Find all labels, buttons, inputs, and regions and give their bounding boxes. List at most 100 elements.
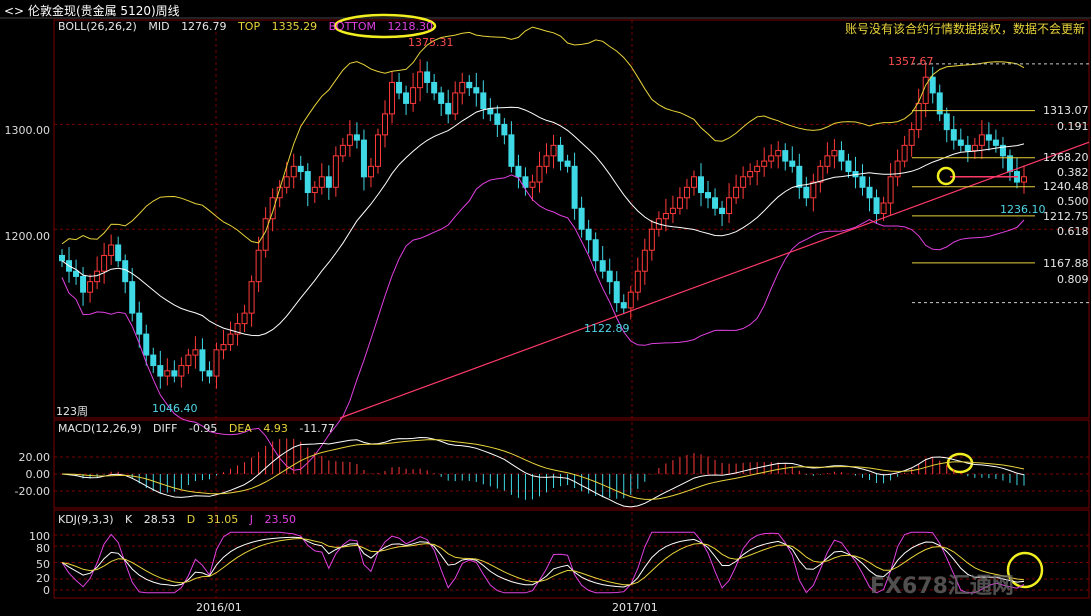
candle-body <box>136 312 143 335</box>
boll-top-value: 1335.29 <box>271 20 318 33</box>
fib-price-5: 1167.88 <box>1043 257 1089 270</box>
candle-body <box>592 239 599 262</box>
candle-body <box>690 176 697 188</box>
candle-body <box>697 176 704 194</box>
candle-body <box>810 181 817 199</box>
candle-body <box>557 144 564 162</box>
candle-body <box>908 129 915 146</box>
candle-body <box>543 155 550 167</box>
candle-body <box>80 275 87 293</box>
candle-body <box>325 176 332 188</box>
candle-body <box>353 134 360 141</box>
candle-body <box>234 323 241 335</box>
boll-lower-line <box>61 174 1025 471</box>
candle-body <box>515 165 522 178</box>
candle-body <box>290 165 297 178</box>
candle-body <box>943 113 950 131</box>
candle-body <box>803 186 810 199</box>
candle-body <box>740 176 747 188</box>
candle-body <box>641 249 648 272</box>
candle-body <box>452 92 459 115</box>
boll-label: BOLL(26,26,2) <box>58 20 137 33</box>
kdj-label: KDJ(9,3,3) <box>58 513 114 526</box>
kdj-k-value: 28.53 <box>143 513 176 526</box>
candle-body <box>859 176 866 188</box>
candle-body <box>880 202 887 215</box>
candle-body <box>782 150 789 162</box>
annotation-last-low: 1236.10 <box>1000 203 1046 216</box>
candle-body <box>838 150 845 162</box>
kdj-tick-80: 80 <box>36 542 50 555</box>
kdj-d-value: 31.05 <box>206 513 239 526</box>
trend-line <box>339 141 1090 419</box>
candle-body <box>529 181 536 188</box>
kdj-j-line <box>61 531 1025 594</box>
nav-arrows-icon[interactable]: <> <box>4 4 28 18</box>
candle-body <box>606 270 613 283</box>
candle-body <box>712 197 719 209</box>
candle-body <box>227 333 234 346</box>
candle-body <box>964 144 971 152</box>
macd-tick-0: 0.00 <box>25 468 51 481</box>
candle-body <box>726 197 733 215</box>
boll-mid-value: 1276.79 <box>181 20 227 33</box>
candle-body <box>789 160 796 167</box>
fib-ratio-5: 0.809 <box>1057 273 1089 286</box>
kdj-tick-100: 100 <box>29 530 50 543</box>
candle-body <box>873 197 880 215</box>
candle-body <box>164 370 171 377</box>
candle-body <box>374 134 381 167</box>
candle-body <box>719 207 726 215</box>
candle-body <box>304 171 311 194</box>
candle-body <box>480 92 487 110</box>
macd-tick-neg20: -20.00 <box>14 485 50 498</box>
candle-body <box>669 207 676 215</box>
highlight-macd-circle <box>946 452 974 474</box>
candle-body <box>901 144 908 162</box>
kdj-d-label: D <box>186 513 196 526</box>
candle-body <box>571 165 578 209</box>
candle-body <box>410 87 417 104</box>
candle-body <box>94 270 101 283</box>
candle-body <box>389 81 396 115</box>
candle-body <box>662 213 669 220</box>
kdj-tick-0: 0 <box>43 584 50 597</box>
kdj-tick-20: 20 <box>36 572 50 585</box>
candle-body <box>269 197 276 220</box>
candle-body <box>620 302 627 309</box>
macd-dea-value: 4.93 <box>263 422 288 435</box>
candle-body <box>957 139 964 146</box>
candle-body <box>866 186 873 199</box>
x-tick-2017: 2017/01 <box>612 601 658 614</box>
macd-diff-line <box>61 436 1025 508</box>
kdj-j-label: J <box>249 513 253 526</box>
boll-mid-line <box>61 106 1025 337</box>
candle-body <box>978 134 985 146</box>
boll-legend: BOLL(26,26,2) MID 1276.79 TOP 1335.29 BO… <box>58 20 441 34</box>
candle-body <box>115 244 122 262</box>
candle-body <box>199 349 206 372</box>
candle-body <box>985 134 992 141</box>
candle-body <box>487 108 494 115</box>
candle-body <box>220 344 227 351</box>
candle-body <box>459 81 466 94</box>
candle-body <box>536 165 543 183</box>
fib-price-4: 1212.75 <box>1043 210 1089 223</box>
window-title: <> 伦敦金现(贵金属 5120)周线 <box>4 4 180 18</box>
candle-body <box>73 270 80 277</box>
data-permission-notice: 账号没有该合约行情数据授权，数据不会更新 <box>844 22 1085 36</box>
candle-body <box>108 244 115 256</box>
candle-body <box>311 186 318 194</box>
candle-body <box>894 160 901 178</box>
candle-body <box>431 81 438 94</box>
candle-body <box>360 139 367 178</box>
candle-body <box>494 113 501 125</box>
candle-body <box>396 81 403 94</box>
candle-body <box>206 370 213 377</box>
fib-ratio-2: 0.382 <box>1057 166 1089 179</box>
price-panel-frame <box>53 19 1090 419</box>
candle-body <box>550 144 557 157</box>
candle-body <box>129 281 136 314</box>
macd-diff-value: -0.95 <box>188 422 218 435</box>
fib-ratio-1: 0.191 <box>1057 120 1089 133</box>
